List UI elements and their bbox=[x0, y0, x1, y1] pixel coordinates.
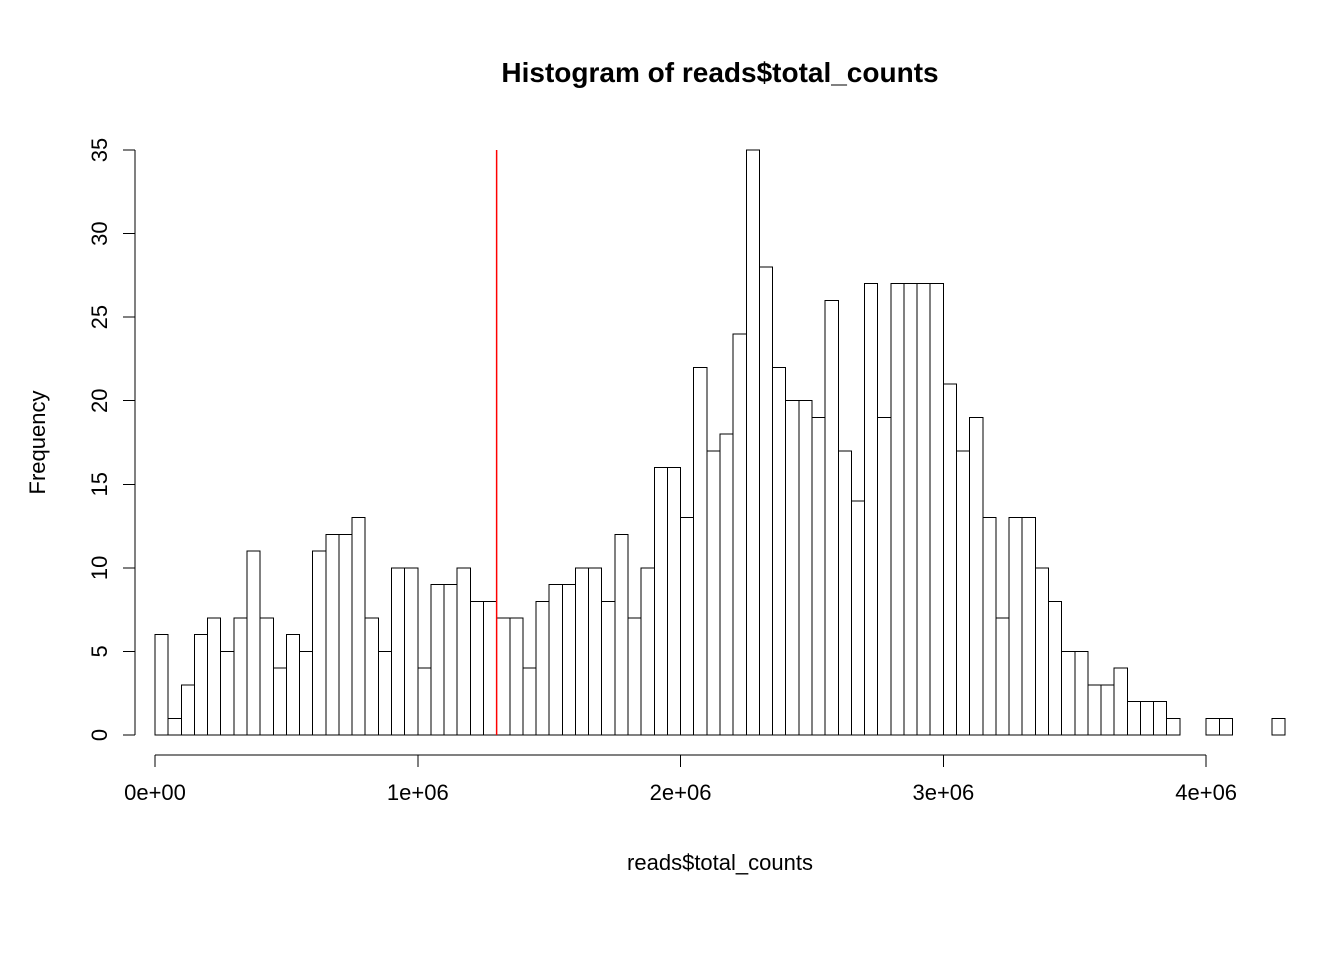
histogram-bar bbox=[773, 367, 786, 735]
histogram-bar bbox=[260, 618, 273, 735]
histogram-bar bbox=[168, 718, 181, 735]
histogram-bar bbox=[181, 685, 194, 735]
histogram-bar bbox=[1075, 651, 1088, 735]
histogram-svg: Histogram of reads$total_counts 0e+00 1e+0… bbox=[0, 0, 1344, 960]
histogram-bar bbox=[392, 568, 405, 735]
x-axis-label: reads$total_counts bbox=[627, 850, 813, 875]
histogram-bar bbox=[326, 534, 339, 735]
histogram-bar bbox=[707, 451, 720, 735]
y-tick-label: 30 bbox=[87, 221, 112, 245]
x-tick-label: 0e+00 bbox=[124, 780, 186, 805]
histogram-bar bbox=[812, 417, 825, 735]
histogram-bar bbox=[352, 518, 365, 735]
histogram-bar bbox=[339, 534, 352, 735]
histogram-bar bbox=[1062, 651, 1075, 735]
y-tick-label: 10 bbox=[87, 556, 112, 580]
histogram-bar bbox=[628, 618, 641, 735]
histogram-bar bbox=[1219, 718, 1232, 735]
histogram-bar bbox=[720, 434, 733, 735]
y-tick-label: 0 bbox=[87, 729, 112, 741]
histogram-bar bbox=[694, 367, 707, 735]
histogram-bar bbox=[681, 518, 694, 735]
histogram-bar bbox=[273, 668, 286, 735]
histogram-bar bbox=[825, 300, 838, 735]
histogram-bar bbox=[431, 585, 444, 735]
histogram-bar bbox=[996, 618, 1009, 735]
y-tick-label: 15 bbox=[87, 472, 112, 496]
histogram-bar bbox=[891, 284, 904, 735]
histogram-bar bbox=[838, 451, 851, 735]
y-tick-label: 20 bbox=[87, 388, 112, 412]
histogram-bar bbox=[1048, 601, 1061, 735]
histogram-bar bbox=[917, 284, 930, 735]
histogram-bar bbox=[1101, 685, 1114, 735]
histogram-bar bbox=[155, 635, 168, 735]
histogram-bar bbox=[733, 334, 746, 735]
histogram-bar bbox=[667, 468, 680, 735]
histogram-bar bbox=[970, 417, 983, 735]
x-tick-label: 1e+06 bbox=[387, 780, 449, 805]
histogram-bar bbox=[1009, 518, 1022, 735]
histogram-bar bbox=[983, 518, 996, 735]
y-axis-label: Frequency bbox=[25, 391, 50, 495]
histogram-bar bbox=[562, 585, 575, 735]
histogram-bar bbox=[1088, 685, 1101, 735]
histogram-bar bbox=[746, 150, 759, 735]
histogram-bar bbox=[286, 635, 299, 735]
histogram-bar bbox=[589, 568, 602, 735]
histogram-bar bbox=[1035, 568, 1048, 735]
histogram-bar bbox=[457, 568, 470, 735]
histogram-bar bbox=[615, 534, 628, 735]
histogram-bar bbox=[786, 401, 799, 735]
histogram-bar bbox=[523, 668, 536, 735]
histogram-bar bbox=[1022, 518, 1035, 735]
histogram-bar bbox=[470, 601, 483, 735]
y-tick-label: 35 bbox=[87, 138, 112, 162]
histogram-bar bbox=[208, 618, 221, 735]
chart-container: Histogram of reads$total_counts 0e+00 1e+0… bbox=[0, 0, 1344, 960]
chart-title: Histogram of reads$total_counts bbox=[501, 57, 938, 88]
histogram-bar bbox=[497, 618, 510, 735]
histogram-bar bbox=[1206, 718, 1219, 735]
histogram-bar bbox=[483, 601, 496, 735]
histogram-bar bbox=[300, 651, 313, 735]
histogram-bar bbox=[904, 284, 917, 735]
histogram-bar bbox=[378, 651, 391, 735]
histogram-bar bbox=[536, 601, 549, 735]
histogram-bar bbox=[957, 451, 970, 735]
histogram-bar bbox=[1127, 702, 1140, 735]
histogram-bar bbox=[759, 267, 772, 735]
histogram-bar bbox=[1167, 718, 1180, 735]
histogram-bar bbox=[365, 618, 378, 735]
histogram-bar bbox=[865, 284, 878, 735]
histogram-bar bbox=[878, 417, 891, 735]
histogram-bar bbox=[851, 501, 864, 735]
y-tick-label: 25 bbox=[87, 305, 112, 329]
histogram-bar bbox=[602, 601, 615, 735]
histogram-bar bbox=[1154, 702, 1167, 735]
histogram-bar bbox=[930, 284, 943, 735]
histogram-bar bbox=[1272, 718, 1285, 735]
histogram-bar bbox=[313, 551, 326, 735]
histogram-bar bbox=[799, 401, 812, 735]
histogram-bar bbox=[418, 668, 431, 735]
histogram-bar bbox=[247, 551, 260, 735]
y-tick-label: 5 bbox=[87, 645, 112, 657]
x-tick-label: 2e+06 bbox=[650, 780, 712, 805]
histogram-bar bbox=[234, 618, 247, 735]
histogram-bar bbox=[943, 384, 956, 735]
histogram-bar bbox=[510, 618, 523, 735]
histogram-bar bbox=[654, 468, 667, 735]
histogram-bar bbox=[194, 635, 207, 735]
x-tick-label: 3e+06 bbox=[912, 780, 974, 805]
histogram-bar bbox=[575, 568, 588, 735]
histogram-bar bbox=[405, 568, 418, 735]
histogram-bar bbox=[641, 568, 654, 735]
histogram-bar bbox=[1140, 702, 1153, 735]
x-tick-label: 4e+06 bbox=[1175, 780, 1237, 805]
histogram-bar bbox=[444, 585, 457, 735]
histogram-bar bbox=[549, 585, 562, 735]
histogram-bar bbox=[1114, 668, 1127, 735]
histogram-bar bbox=[221, 651, 234, 735]
